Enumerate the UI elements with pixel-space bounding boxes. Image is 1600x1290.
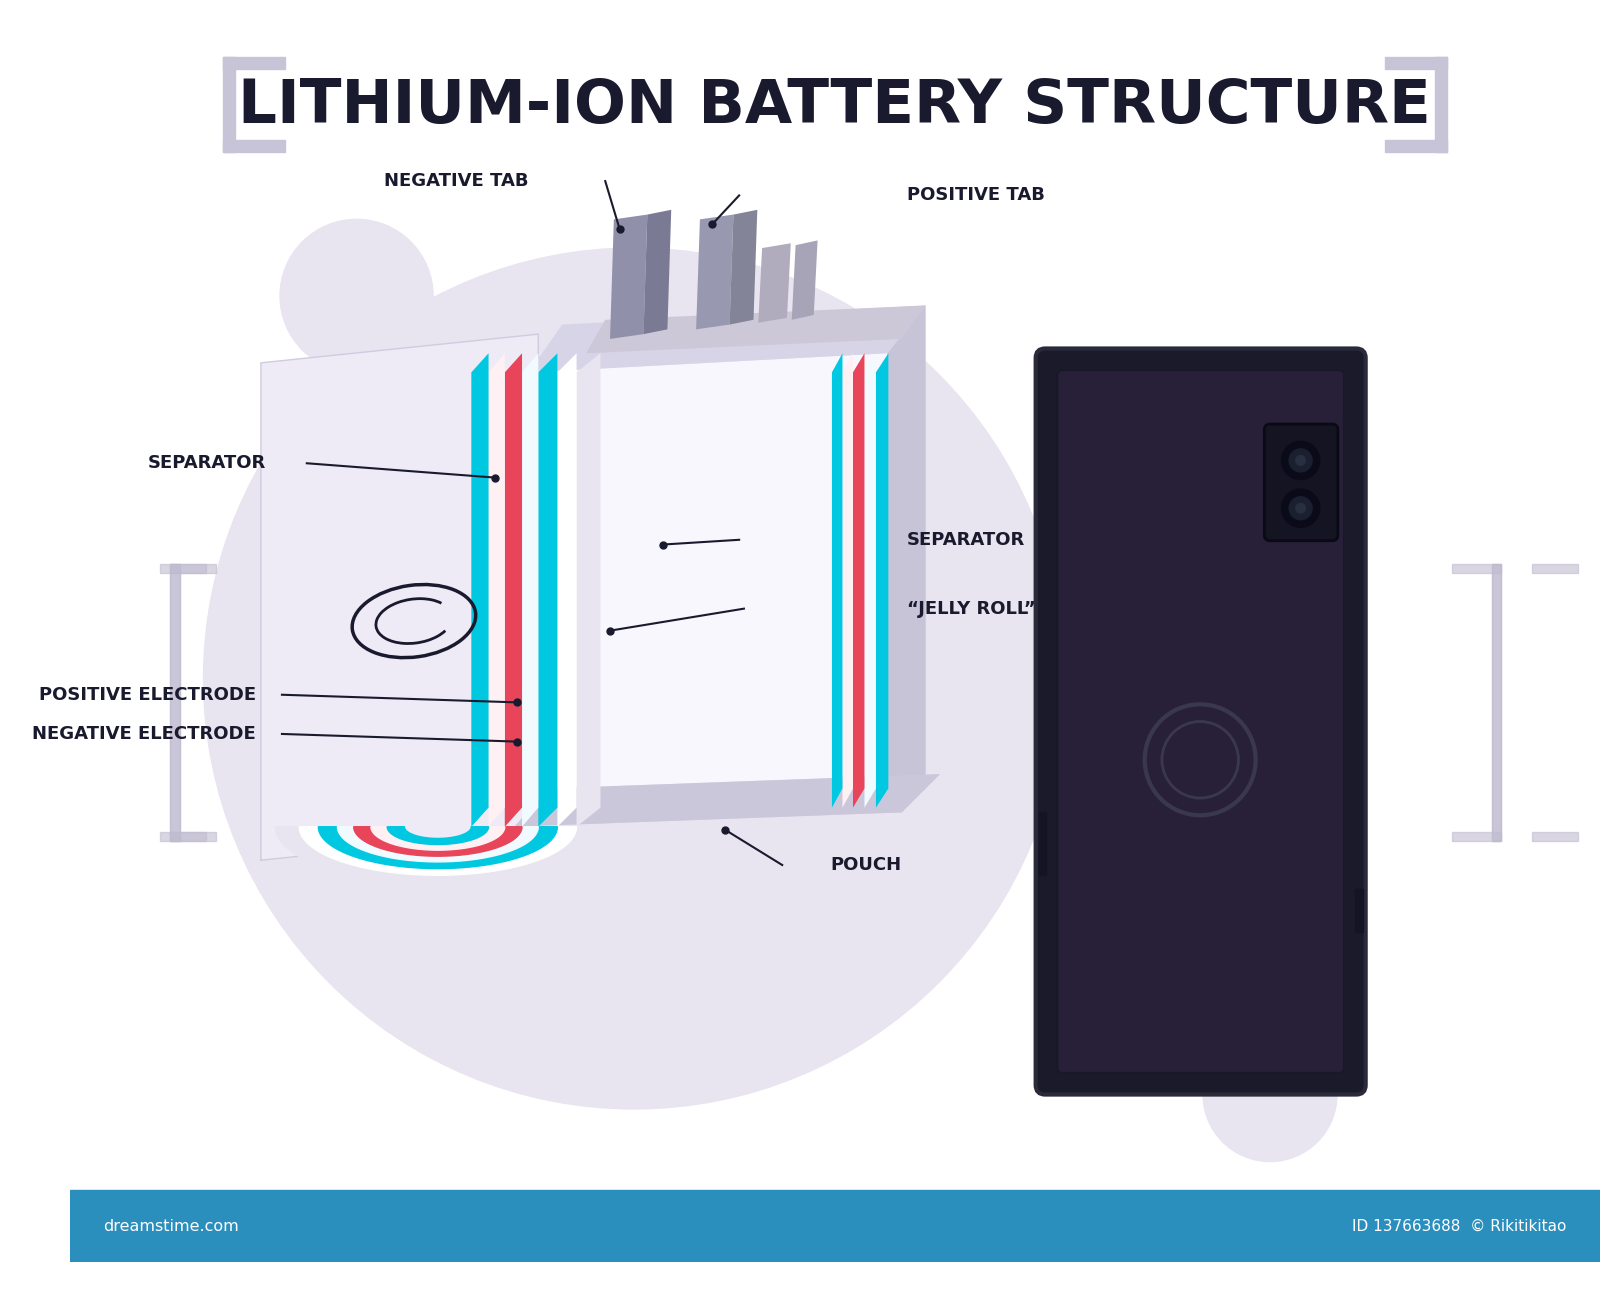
Polygon shape [576,353,600,827]
Bar [1451,564,1501,573]
FancyBboxPatch shape [1264,424,1338,541]
Polygon shape [318,827,557,868]
Polygon shape [557,353,576,827]
Polygon shape [610,214,648,339]
Polygon shape [888,306,926,808]
Bar [170,832,216,841]
Polygon shape [472,353,488,827]
Bar [222,141,285,152]
Polygon shape [522,353,538,827]
Text: SEPARATOR: SEPARATOR [907,530,1024,548]
FancyBboxPatch shape [1035,348,1366,1094]
Text: NEGATIVE ELECTRODE: NEGATIVE ELECTRODE [32,725,256,743]
Text: “JELLY ROLL”: “JELLY ROLL” [907,600,1035,618]
Circle shape [280,219,434,373]
Polygon shape [275,827,600,884]
Bar [1038,813,1046,875]
Polygon shape [371,827,506,850]
Circle shape [1290,497,1312,520]
Polygon shape [261,334,538,860]
Text: SEPARATOR: SEPARATOR [147,454,266,472]
Polygon shape [488,353,506,827]
Bar [1533,832,1578,841]
Polygon shape [514,774,941,827]
Circle shape [1282,489,1320,528]
Text: dreamstime.com: dreamstime.com [102,1219,238,1235]
Text: LITHIUM-ION BATTERY STRUCTURE: LITHIUM-ION BATTERY STRUCTURE [238,77,1430,135]
Bar [1451,832,1501,841]
Text: POSITIVE TAB: POSITIVE TAB [907,187,1045,204]
Bar [1533,564,1578,573]
Bar [1491,564,1501,841]
Bar [222,57,235,152]
Polygon shape [730,210,757,325]
Polygon shape [354,827,522,857]
Circle shape [1296,503,1306,513]
Circle shape [203,248,1064,1109]
Polygon shape [875,353,888,808]
Polygon shape [528,306,926,373]
Text: ID 137663688  © Rikitikitao: ID 137663688 © Rikitikitao [1352,1219,1566,1235]
Text: POSITIVE ELECTRODE: POSITIVE ELECTRODE [38,686,256,704]
Polygon shape [538,353,557,827]
Bar [70,1191,1600,1262]
Bar [160,564,206,573]
Polygon shape [387,827,488,845]
Polygon shape [528,353,888,827]
Text: NEGATIVE TAB: NEGATIVE TAB [384,172,528,190]
Polygon shape [261,334,538,860]
Polygon shape [832,353,843,808]
Bar [1384,57,1446,70]
Bar [160,832,206,841]
Polygon shape [338,827,538,862]
Polygon shape [299,827,576,875]
Polygon shape [643,210,672,334]
Bar [170,564,179,841]
Bar [1491,564,1501,841]
Bar [1384,141,1446,152]
Polygon shape [514,774,941,827]
Circle shape [1296,455,1306,466]
Polygon shape [864,353,875,808]
Bar [170,564,216,573]
Text: POUCH: POUCH [830,857,901,875]
Circle shape [1290,449,1312,472]
Polygon shape [506,353,522,827]
Polygon shape [853,353,864,808]
FancyBboxPatch shape [1058,370,1344,1072]
Bar [1435,57,1446,152]
Polygon shape [843,353,853,808]
Bar [170,564,179,841]
Bar [222,57,285,70]
Bar [1355,889,1363,931]
Polygon shape [758,244,790,322]
Circle shape [1282,441,1320,480]
Polygon shape [792,240,818,320]
Polygon shape [586,306,926,353]
Circle shape [1203,1028,1338,1161]
Polygon shape [696,214,733,329]
